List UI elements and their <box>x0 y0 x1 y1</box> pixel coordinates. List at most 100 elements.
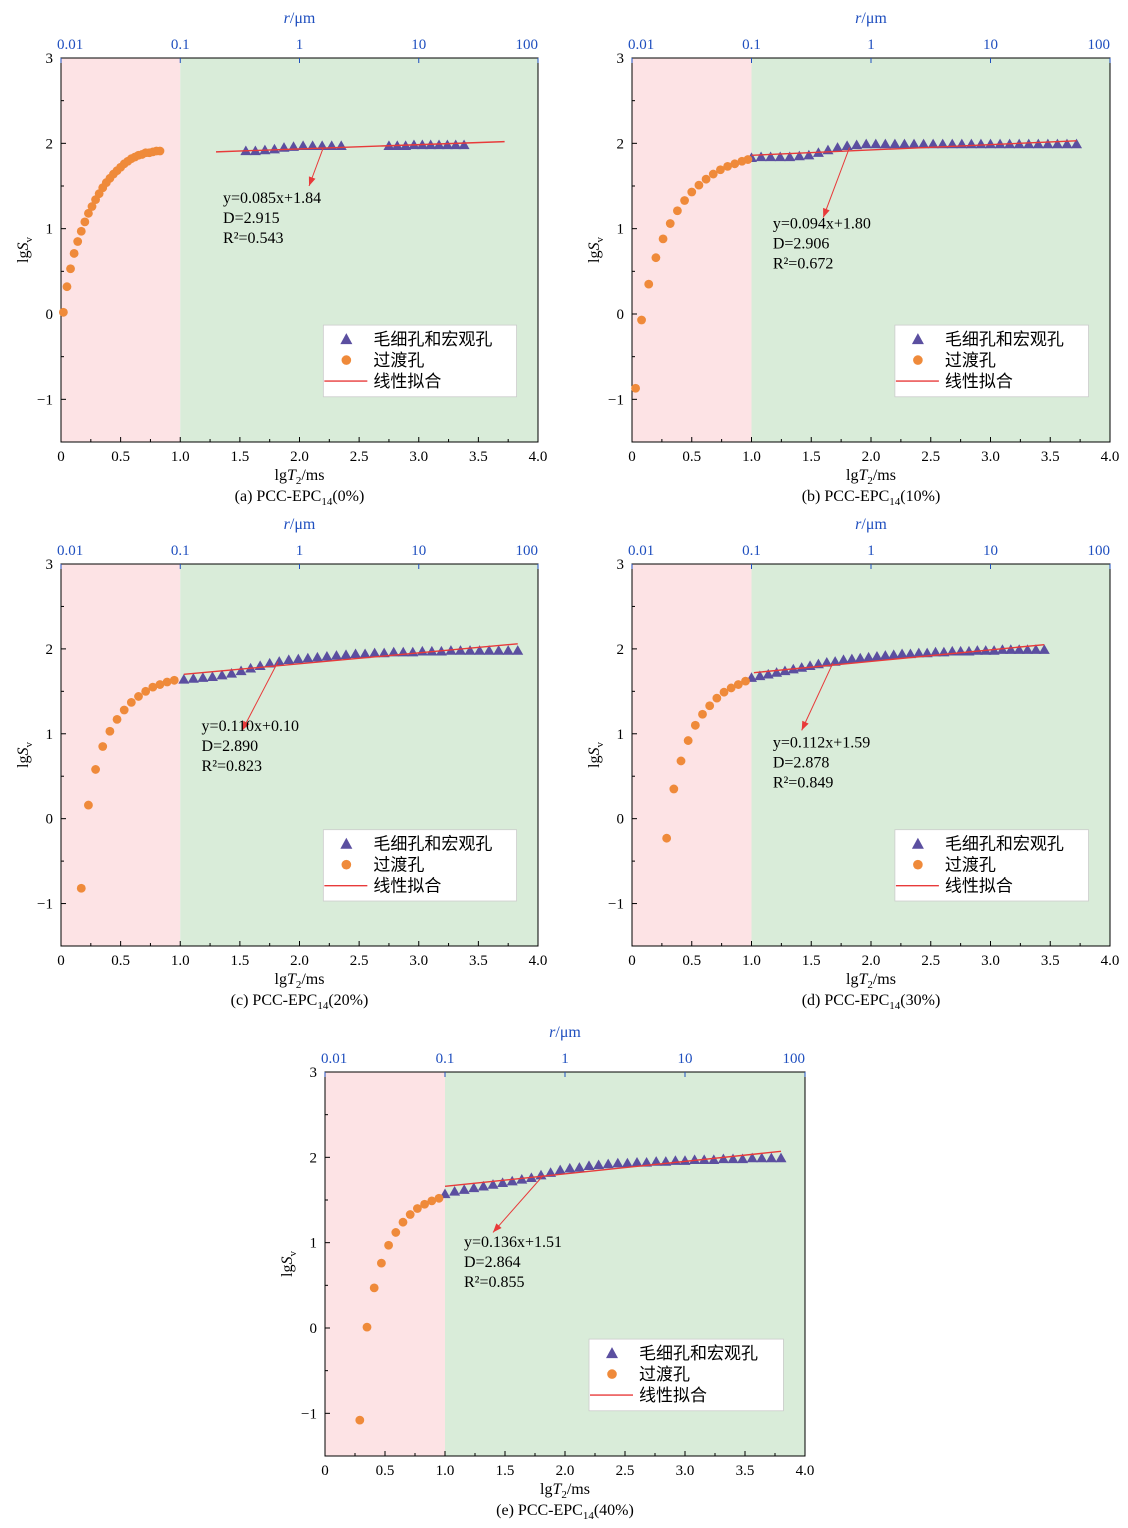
circle-point <box>73 237 83 246</box>
fit-annotation-d: D=2.890 <box>202 738 259 755</box>
triangle-point <box>454 645 466 655</box>
triangle-point <box>898 138 910 149</box>
top-tick-label: 10 <box>983 543 998 559</box>
triangle-point <box>921 647 933 658</box>
chart-caption: (e) PCC-EPC14(40%) <box>496 1502 634 1522</box>
triangle-point <box>765 1152 777 1163</box>
series-2 <box>76 675 179 893</box>
x-tick-label: 3.5 <box>736 1463 755 1479</box>
fit-annotation-r2: R²=0.855 <box>464 1274 525 1291</box>
triangle-point <box>449 1185 461 1196</box>
fit-annotation-eq: y=0.085x+1.84 <box>223 190 321 207</box>
circle-point <box>719 687 729 697</box>
x-tick-label: 3.0 <box>981 449 1000 465</box>
y-tick-label: 2 <box>310 1150 318 1166</box>
triangle-point <box>573 1162 585 1172</box>
chart-caption: (d) PCC-EPC14(30%) <box>802 992 941 1012</box>
transition-pore-zone <box>632 564 752 946</box>
top-tick-label: 0.1 <box>171 543 190 559</box>
linear-fit-line <box>751 140 1077 156</box>
triangle-point <box>796 662 808 672</box>
triangle-point <box>197 672 209 682</box>
transition-pore-zone <box>632 58 752 442</box>
x-tick-label: 0.5 <box>376 1463 395 1479</box>
triangle-point <box>879 650 891 660</box>
legend-box <box>322 324 517 398</box>
triangle-point <box>985 138 996 149</box>
legend-circle-marker <box>341 859 352 870</box>
chart-panel-3: 0 0.5 1.0 1.5 2.0 2.5 3.0 3.5 4.0 −1 0 1 2 30.01 0.1 1 1… <box>15 516 547 1012</box>
series-3 <box>444 1150 782 1188</box>
x-tick-label: 2.5 <box>921 953 940 969</box>
circle-point <box>651 253 661 263</box>
circle-point <box>698 709 707 719</box>
circle-point <box>91 765 100 774</box>
chart-caption: (b) PCC-EPC14(10%) <box>802 488 941 508</box>
triangle-point <box>918 138 930 149</box>
triangle-point <box>458 139 470 150</box>
triangle-point <box>359 648 371 659</box>
top-tick-label: 1 <box>561 1051 569 1067</box>
triangle-point <box>350 648 362 659</box>
fit-annotation-eq: y=0.094x+1.80 <box>773 216 871 233</box>
y-tick-label: 1 <box>310 1236 318 1252</box>
transition-pore-zone <box>61 564 181 946</box>
x-tick-label: 0.5 <box>682 953 701 969</box>
legend-box <box>894 324 1089 398</box>
legend-entry: 毛细孔和宏观孔 <box>639 1344 758 1364</box>
triangle-point <box>474 645 486 655</box>
triangle-point <box>803 149 815 160</box>
triangle-point <box>369 647 381 658</box>
triangle-point <box>708 1154 720 1165</box>
circle-point <box>162 677 172 687</box>
triangle-point <box>771 667 783 677</box>
triangle-point <box>838 654 850 665</box>
y-tick-label: 3 <box>617 557 625 573</box>
triangle-point <box>755 151 767 162</box>
top-tick-label: 100 <box>783 1051 806 1067</box>
triangle-point <box>1051 138 1063 149</box>
circle-point <box>644 279 654 289</box>
legend-box <box>322 829 517 902</box>
top-axis-label: r/μm <box>284 10 316 27</box>
x-tick-label: 0 <box>57 449 65 465</box>
circle-point <box>705 701 715 711</box>
circle-point <box>155 146 165 156</box>
triangle-point <box>854 652 866 663</box>
chart-caption: (a) PCC-EPC14(0%) <box>235 488 365 508</box>
x-tick-label: 3.5 <box>1041 953 1060 969</box>
x-axis-label: lgT2/ms <box>275 467 325 487</box>
x-axis-label: lgT2/ms <box>846 467 896 487</box>
arrow-head <box>308 176 316 186</box>
legend-entry: 毛细孔和宏观孔 <box>373 835 492 855</box>
legend-entry: 线性拟合 <box>373 372 441 392</box>
arrow-head <box>823 207 830 218</box>
top-axis-label: r/μm <box>855 10 887 27</box>
triangle-point <box>863 651 875 662</box>
legend-triangle-marker <box>606 1347 618 1359</box>
triangle-point <box>1022 644 1034 654</box>
circle-point <box>355 1415 365 1425</box>
circle-point <box>84 800 93 810</box>
arrow-head <box>493 1223 502 1233</box>
fit-annotation-eq: y=0.110x+0.10 <box>202 718 299 735</box>
triangle-point <box>1071 138 1083 149</box>
triangle-point <box>641 1156 653 1167</box>
circle-point <box>80 217 90 227</box>
triangle-point <box>913 647 925 658</box>
triangle-point <box>879 138 891 149</box>
triangle-point <box>283 654 295 665</box>
triangle-point <box>311 651 323 662</box>
triangle-point <box>554 1164 566 1175</box>
x-tick-label: 4.0 <box>1101 449 1120 465</box>
x-tick-label: 0.5 <box>111 953 130 969</box>
circle-point <box>62 282 72 292</box>
circle-point <box>87 202 97 211</box>
x-tick-label: 4.0 <box>529 953 548 969</box>
y-axis-label: lgSv <box>279 1251 299 1277</box>
y-tick-label: 0 <box>46 812 54 828</box>
legend-circle-marker <box>913 859 923 870</box>
legend-entry: 毛细孔和宏观孔 <box>373 330 492 350</box>
triangle-point <box>727 1153 739 1164</box>
x-tick-label: 1.0 <box>436 1463 455 1479</box>
